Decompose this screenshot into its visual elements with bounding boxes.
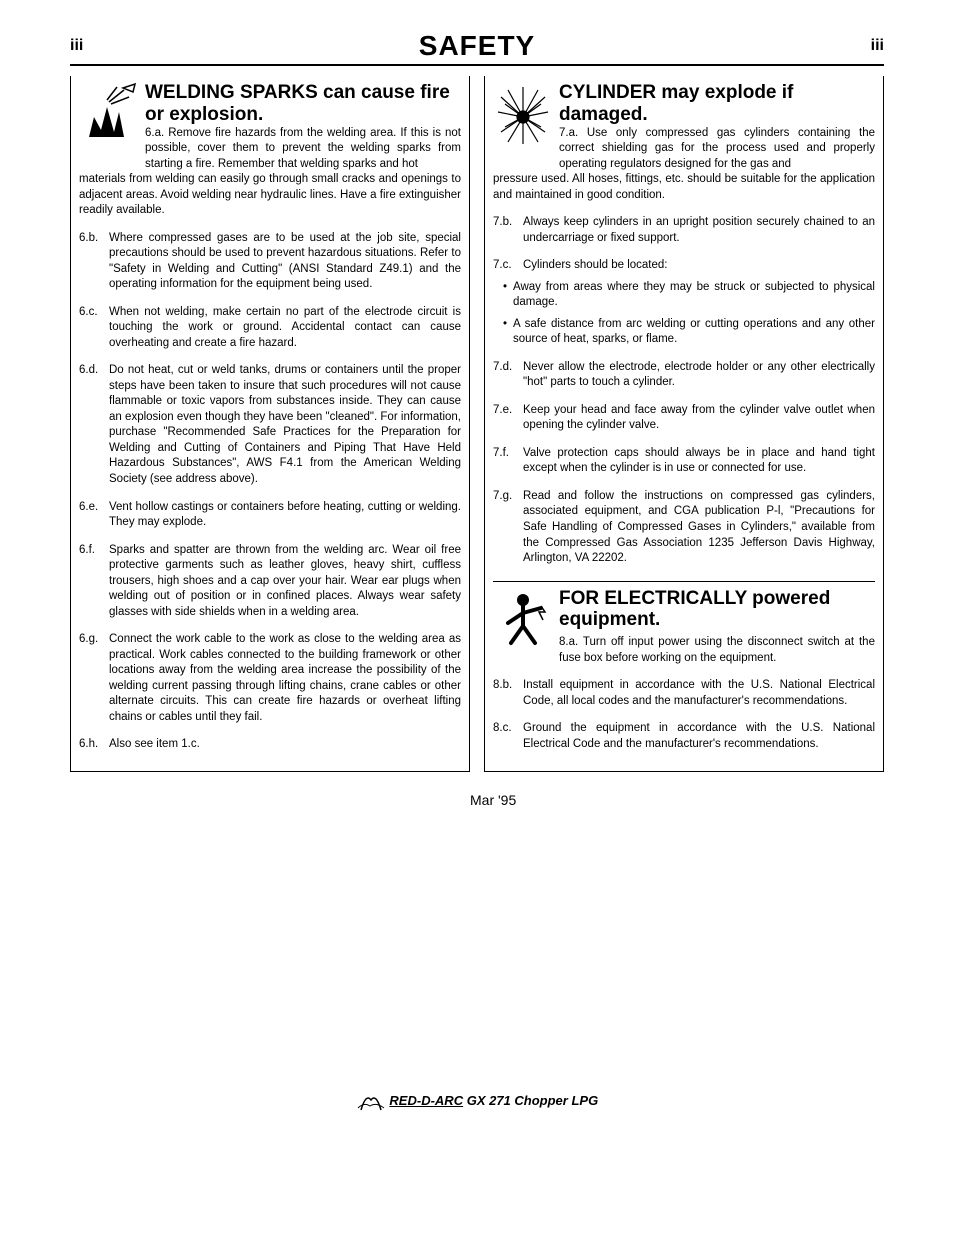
section-7-sub-bullet-text: Away from areas where they may be struck… <box>513 280 875 311</box>
page-footer: RED-D-ARC GX 271 Chopper LPG <box>70 1088 884 1115</box>
section-7-item: 7.c.Cylinders should be located: <box>493 258 875 274</box>
section-6-item-label: 6.c. <box>79 305 109 352</box>
section-7-item-text: Always keep cylinders in an upright posi… <box>523 215 875 246</box>
section-7-item: 7.g.Read and follow the instructions on … <box>493 489 875 567</box>
section-6-item: 6.d.Do not heat, cut or weld tanks, drum… <box>79 363 461 487</box>
cylinder-explode-icon <box>493 82 553 152</box>
section-7-item-text: Keep your head and face away from the cy… <box>523 403 875 434</box>
section-7-item: 7.b.Always keep cylinders in an upright … <box>493 215 875 246</box>
section-7-item-text: Cylinders should be located: <box>523 258 875 274</box>
electrical-shock-icon <box>493 588 553 658</box>
item-7a-label: 7.a. <box>559 127 578 139</box>
item-7a-text: Use only compressed gas cylinders contai… <box>559 127 875 170</box>
section-8: FOR ELECTRICALLY powered equipment. 8.a.… <box>493 588 875 753</box>
section-6-item: 6.c.When not welding, make certain no pa… <box>79 305 461 352</box>
item-6a-continuation: materials from welding can easily go thr… <box>79 172 461 219</box>
item-7a-continuation: pressure used. All hoses, fittings, etc.… <box>493 172 875 203</box>
section-8-item: 8.c.Ground the equipment in accordance w… <box>493 721 875 752</box>
section-7-item-text: Never allow the electrode, electrode hol… <box>523 360 875 391</box>
right-column: CYLINDER may explode if damaged. 7.a. Us… <box>484 76 884 772</box>
section-6-item: 6.g.Connect the work cable to the work a… <box>79 632 461 725</box>
page-title: SAFETY <box>419 30 535 62</box>
item-6a-text: Remove fire hazards from the welding are… <box>145 127 461 170</box>
section-7-item-label: 7.f. <box>493 446 523 477</box>
section-6-item-label: 6.d. <box>79 363 109 487</box>
revision-date: Mar '95 <box>470 792 884 808</box>
section-7-item-label: 7.d. <box>493 360 523 391</box>
section-6-title: WELDING SPARKS can cause fire or explosi… <box>145 82 461 126</box>
section-6-item-text: Where compressed gases are to be used at… <box>109 231 461 293</box>
section-7-sub-bullet: •Away from areas where they may be struc… <box>503 280 875 311</box>
section-6-item-label: 6.f. <box>79 543 109 621</box>
section-7-sub-bullet: •A safe distance from arc welding or cut… <box>503 317 875 348</box>
footer-brand: RED-D-ARC <box>389 1093 463 1108</box>
brand-logo-icon <box>356 1088 386 1115</box>
section-7-item: 7.f.Valve protection caps should always … <box>493 446 875 477</box>
section-7-item-label: 7.c. <box>493 258 523 274</box>
section-8-title: FOR ELECTRICALLY powered equipment. <box>559 588 875 632</box>
section-6-item: 6.b.Where compressed gases are to be use… <box>79 231 461 293</box>
section-6-item: 6.h.Also see item 1.c. <box>79 737 461 753</box>
section-8-item-label: 8.c. <box>493 721 523 752</box>
section-6: WELDING SPARKS can cause fire or explosi… <box>79 82 461 753</box>
section-8-item-label: 8.b. <box>493 678 523 709</box>
section-6-item-label: 6.h. <box>79 737 109 753</box>
section-6-item: 6.e.Vent hollow castings or containers b… <box>79 500 461 531</box>
content-columns: WELDING SPARKS can cause fire or explosi… <box>70 76 884 772</box>
page-header: iii SAFETY iii <box>70 30 884 66</box>
section-6-item-text: Vent hollow castings or containers befor… <box>109 500 461 531</box>
section-7-item-text: Valve protection caps should always be i… <box>523 446 875 477</box>
welding-sparks-icon <box>79 82 139 152</box>
item-8a-text: Turn off input power using the disconnec… <box>559 636 875 664</box>
section-8-item-text: Ground the equipment in accordance with … <box>523 721 875 752</box>
page-number-right: iii <box>871 37 884 55</box>
section-7-item: 7.e.Keep your head and face away from th… <box>493 403 875 434</box>
section-7-title: CYLINDER may explode if damaged. <box>559 82 875 126</box>
section-6-item-text: Also see item 1.c. <box>109 737 461 753</box>
section-6-item-label: 6.g. <box>79 632 109 725</box>
section-divider <box>493 581 875 582</box>
section-8-item: 8.b.Install equipment in accordance with… <box>493 678 875 709</box>
section-7-item-text: Read and follow the instructions on comp… <box>523 489 875 567</box>
section-8-item-text: Install equipment in accordance with the… <box>523 678 875 709</box>
footer-model: GX 271 Chopper LPG <box>463 1093 598 1108</box>
page-number-left: iii <box>70 37 83 55</box>
section-6-item: 6.f.Sparks and spatter are thrown from t… <box>79 543 461 621</box>
section-6-item-label: 6.e. <box>79 500 109 531</box>
section-7-sub-bullet-text: A safe distance from arc welding or cutt… <box>513 317 875 348</box>
section-7-item-label: 7.g. <box>493 489 523 567</box>
section-6-item-text: Sparks and spatter are thrown from the w… <box>109 543 461 621</box>
section-7-item-label: 7.e. <box>493 403 523 434</box>
item-8a-label: 8.a. <box>559 636 578 648</box>
bullet-dot: • <box>503 280 513 311</box>
section-7: CYLINDER may explode if damaged. 7.a. Us… <box>493 82 875 567</box>
section-7-item-label: 7.b. <box>493 215 523 246</box>
item-6a-label: 6.a. <box>145 127 164 139</box>
section-6-item-text: When not welding, make certain no part o… <box>109 305 461 352</box>
section-7-item: 7.d.Never allow the electrode, electrode… <box>493 360 875 391</box>
section-6-item-label: 6.b. <box>79 231 109 293</box>
section-6-item-text: Connect the work cable to the work as cl… <box>109 632 461 725</box>
section-6-item-text: Do not heat, cut or weld tanks, drums or… <box>109 363 461 487</box>
left-column: WELDING SPARKS can cause fire or explosi… <box>70 76 470 772</box>
bullet-dot: • <box>503 317 513 348</box>
